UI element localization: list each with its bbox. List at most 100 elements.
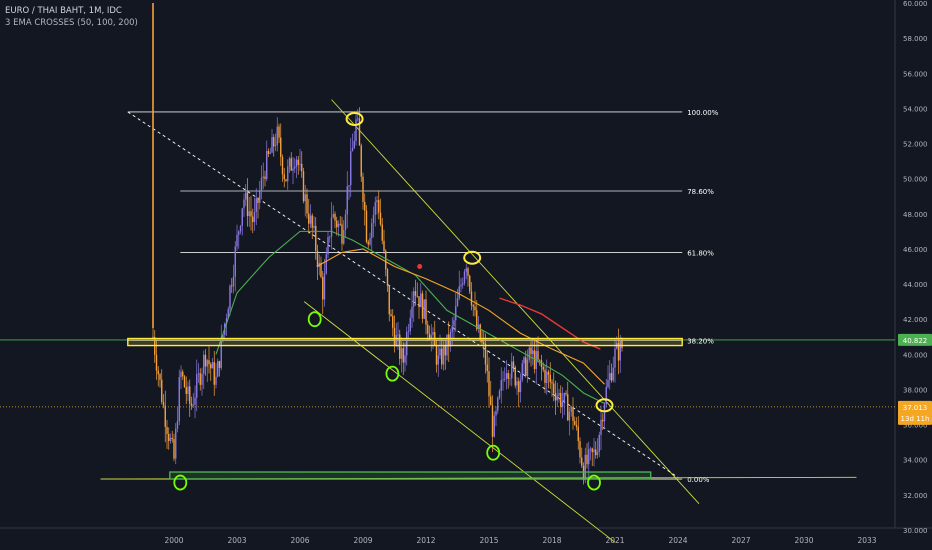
- candle-body: [245, 192, 247, 200]
- candle-body: [341, 224, 343, 244]
- candle-body: [484, 343, 487, 365]
- candle-body: [530, 347, 532, 355]
- candle-body: [560, 393, 562, 407]
- candle-body: [246, 192, 249, 217]
- candle-body: [574, 420, 576, 425]
- candle-body: [481, 340, 483, 343]
- candle-body: [278, 126, 280, 138]
- candle-body: [479, 324, 481, 341]
- candle-body: [178, 377, 180, 422]
- candle-body: [257, 198, 259, 203]
- candle-body: [416, 295, 418, 297]
- x-tick-label: 2027: [731, 536, 750, 545]
- fib-level-label: 38.20%: [687, 337, 714, 345]
- candle-body: [581, 457, 583, 466]
- candle-body: [187, 386, 189, 394]
- candle-body: [372, 214, 375, 224]
- candle-body: [264, 176, 266, 179]
- candle-body: [220, 338, 222, 368]
- x-tick-label: 2009: [353, 536, 372, 545]
- ema-cross-marker: [417, 264, 423, 269]
- fib-level-label: 61.80%: [687, 249, 714, 257]
- candle-body: [371, 223, 373, 238]
- candle-body: [190, 403, 193, 406]
- candle-body: [162, 401, 165, 406]
- candle-body: [406, 331, 408, 356]
- green-circle-marker: [587, 474, 601, 491]
- candle-body: [512, 361, 515, 368]
- candle-body: [565, 393, 567, 395]
- green-circle-marker: [173, 474, 188, 491]
- candle-body: [232, 276, 235, 287]
- candle-body: [171, 437, 173, 440]
- candle-body: [378, 200, 380, 213]
- candle-body: [519, 379, 522, 393]
- candle-body: [386, 269, 389, 286]
- candle-body: [225, 318, 228, 324]
- candle-body: [364, 201, 366, 211]
- candle-body: [551, 382, 553, 384]
- y-tick-label: 32.000: [903, 492, 928, 500]
- candle-body: [425, 299, 427, 325]
- candle-body: [287, 166, 289, 182]
- candle-body: [239, 226, 242, 232]
- candle-body: [229, 285, 231, 310]
- candle-body: [206, 360, 208, 367]
- candle-body: [432, 331, 434, 336]
- candle-body: [344, 214, 347, 230]
- current-price-label: 40.822: [903, 337, 928, 345]
- x-tick-label: 2015: [479, 536, 498, 545]
- y-tick-label: 56.000: [903, 70, 928, 78]
- y-tick-label: 52.000: [903, 141, 928, 149]
- candle-body: [183, 376, 186, 388]
- candle-body: [304, 194, 306, 202]
- candle-body: [166, 426, 168, 434]
- candle-body: [379, 212, 382, 225]
- candle-body: [455, 306, 457, 321]
- candle-body: [185, 387, 187, 394]
- candle-body: [180, 371, 182, 378]
- candle-body: [329, 236, 331, 238]
- y-tick-label: 48.000: [903, 211, 928, 219]
- yellow-circle-marker: [345, 111, 364, 126]
- candle-body: [351, 148, 354, 152]
- candle-body: [281, 156, 284, 175]
- candle-body: [323, 273, 326, 300]
- candle-body: [213, 362, 215, 385]
- candle-body: [348, 185, 350, 187]
- candle-body: [500, 380, 502, 391]
- yellow-circle-marker: [463, 250, 482, 265]
- candle-body: [388, 285, 390, 315]
- candle-body: [231, 285, 233, 287]
- candle-body: [589, 448, 592, 450]
- y-tick-label: 50.000: [903, 176, 928, 184]
- candle-body: [596, 451, 599, 456]
- candle-body: [621, 340, 623, 349]
- candle-body: [250, 211, 252, 217]
- candle-body: [544, 369, 546, 383]
- candle-body: [521, 363, 523, 380]
- candle-body: [297, 159, 299, 165]
- candle-body: [176, 421, 179, 429]
- candle-body: [553, 383, 555, 393]
- candle-body: [262, 176, 264, 178]
- candle-body: [381, 224, 383, 241]
- candle-body: [582, 465, 585, 481]
- candle-body: [337, 223, 340, 228]
- candle-body: [467, 268, 469, 276]
- candle-body: [549, 374, 551, 383]
- candle-body: [390, 314, 392, 317]
- candle-body: [518, 381, 520, 393]
- indicator-legend: 3 EMA CROSSES (50, 100, 200): [5, 18, 138, 28]
- candle-body: [295, 159, 298, 167]
- candle-body: [505, 373, 508, 379]
- candle-body: [395, 334, 397, 346]
- candle-body: [502, 379, 504, 381]
- candle-body: [173, 439, 175, 459]
- candle-body: [164, 405, 166, 427]
- candle-body: [196, 374, 198, 398]
- candle-body: [294, 166, 296, 169]
- candle-body: [201, 373, 203, 385]
